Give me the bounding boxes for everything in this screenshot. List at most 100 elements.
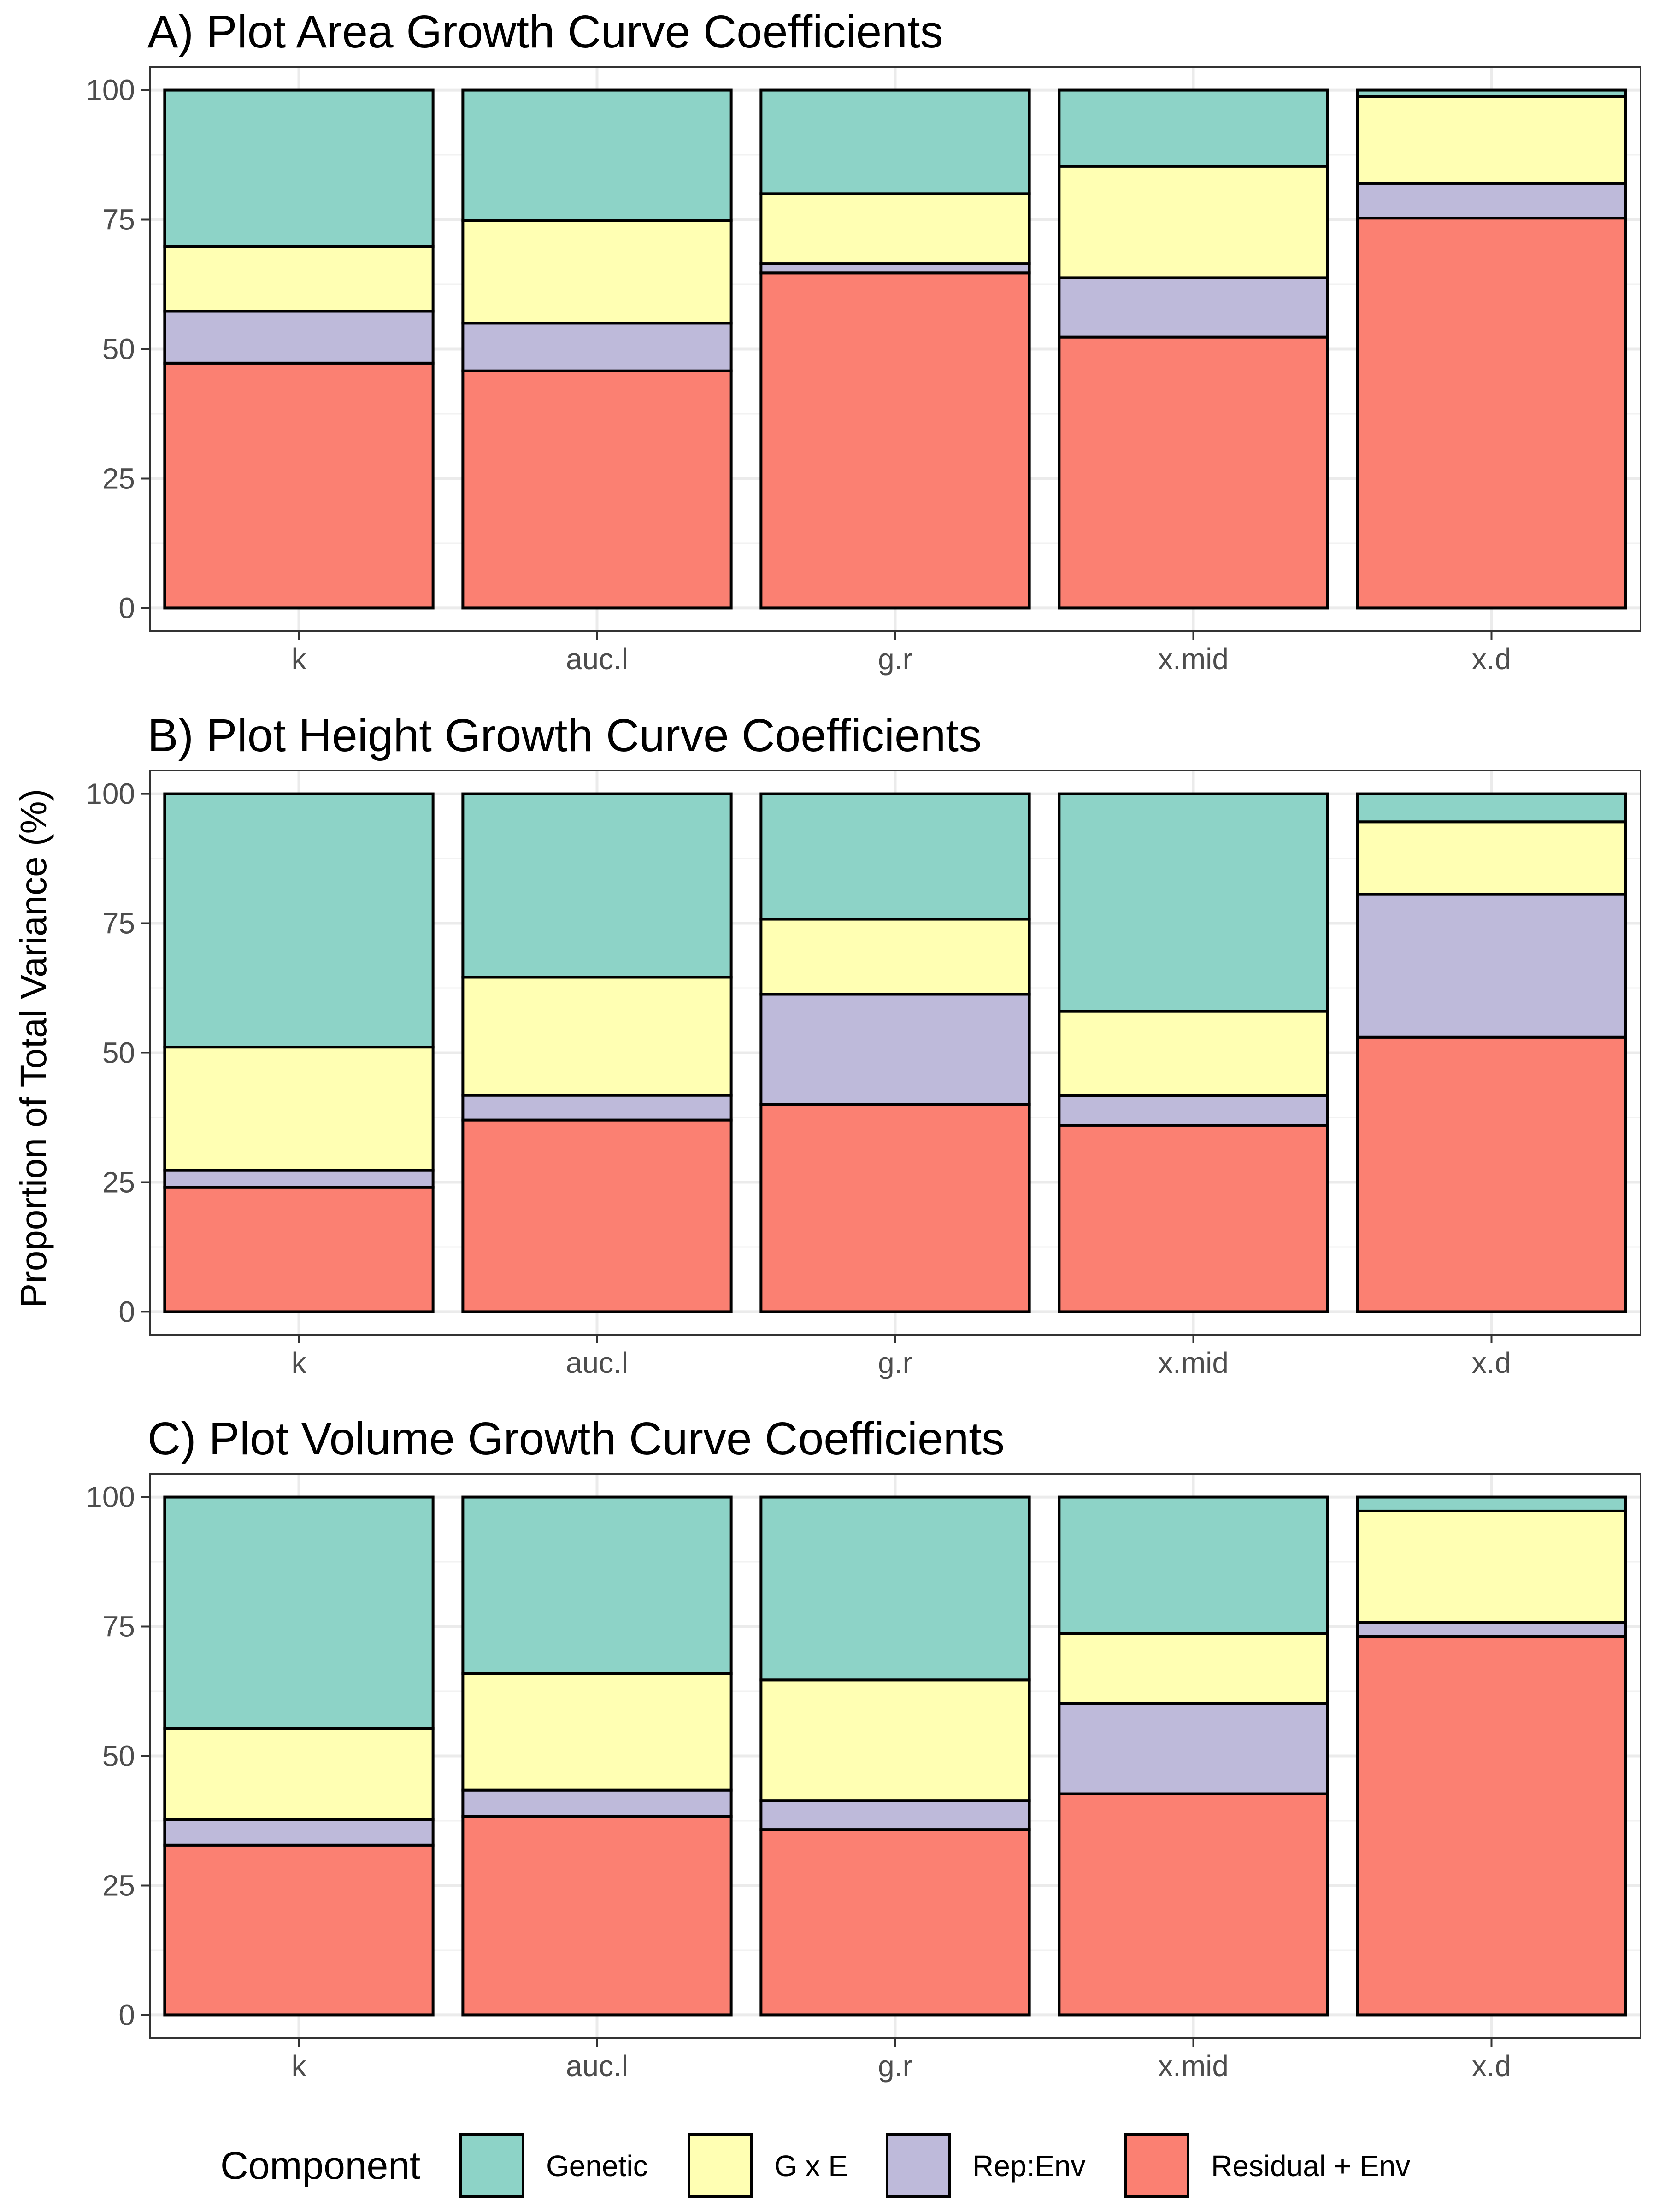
bar-segment-residual-env-g-r <box>759 1828 1031 2017</box>
bar-segment-residual-env-x-d <box>1356 1635 1627 2017</box>
chart-panels: A) Plot Area Growth Curve Coefficients 0 2… <box>86 6 1641 2083</box>
bar-segment-residual-env-auc-l <box>461 369 733 610</box>
bar-segment-genetic-x-d <box>1356 88 1627 98</box>
legend-label: G x E <box>774 2149 848 2183</box>
y-tick-label: 100 <box>86 1481 135 1514</box>
x-tick-label: g.r <box>878 1346 912 1379</box>
legend: Component Genetic G x E Rep:Env Residual + … <box>220 2133 1410 2198</box>
bar-segment-rep-env-auc-l <box>461 322 733 372</box>
x-tick-label: x.d <box>1472 642 1511 676</box>
panel-title: B) Plot Height Growth Curve Coefficients <box>147 710 982 761</box>
bar-segment-rep-env-x-mid <box>1058 1094 1329 1127</box>
bar-segment-g-x-e-auc-l <box>461 1672 733 1792</box>
bar-segment-g-x-e-g-r <box>759 918 1031 996</box>
x-tick-label: auc.l <box>566 642 628 676</box>
legend-label: Residual + Env <box>1211 2149 1410 2183</box>
bar-segment-g-x-e-x-mid <box>1058 165 1329 279</box>
x-tick-label: k <box>292 642 307 676</box>
bar-segment-residual-env-x-d <box>1356 1035 1627 1313</box>
bar-segment-genetic-auc-l <box>461 88 733 222</box>
bar-segment-rep-env-k <box>163 310 435 365</box>
y-tick-label: 25 <box>102 1869 135 1902</box>
bar-segment-g-x-e-k <box>163 1727 435 1821</box>
bar-segment-residual-env-auc-l <box>461 1118 733 1313</box>
y-axis-title: Proportion of Total Variance (%) <box>13 789 54 1308</box>
x-tick-label: x.d <box>1472 2049 1511 2083</box>
bar-segment-rep-env-x-d <box>1356 893 1627 1039</box>
x-tick-label: x.mid <box>1158 642 1229 676</box>
panel-title: A) Plot Area Growth Curve Coefficients <box>147 6 943 58</box>
chart-panel-1: A) Plot Area Growth Curve Coefficients 0 2… <box>86 6 1641 676</box>
bar-segment-rep-env-g-r <box>759 993 1031 1106</box>
bar-segment-residual-env-k <box>163 1186 435 1313</box>
bar-segment-genetic-x-d <box>1356 792 1627 824</box>
x-tick-label: x.d <box>1472 1346 1511 1379</box>
x-tick-label: k <box>292 1346 307 1379</box>
bar-segment-g-x-e-k <box>163 245 435 313</box>
bar-segment-genetic-g-r <box>759 792 1031 921</box>
bar-segment-g-x-e-g-r <box>759 192 1031 265</box>
bar-segment-genetic-auc-l <box>461 792 733 979</box>
y-tick-label: 75 <box>102 1610 135 1643</box>
bar-segment-rep-env-x-d <box>1356 1621 1627 1639</box>
x-tick-label: g.r <box>878 642 912 676</box>
bar-segment-residual-env-x-mid <box>1058 1792 1329 2017</box>
bar-segment-rep-env-k <box>163 1169 435 1189</box>
y-tick-label: 100 <box>86 777 135 811</box>
bar-segment-g-x-e-x-mid <box>1058 1632 1329 1705</box>
bar-segment-genetic-k <box>163 1495 435 1730</box>
legend-key-genetic <box>459 2133 524 2198</box>
x-tick-label: x.mid <box>1158 2049 1229 2083</box>
x-tick-label: auc.l <box>566 2049 628 2083</box>
y-tick-label: 0 <box>118 591 135 624</box>
panel-title: C) Plot Volume Growth Curve Coefficients <box>147 1413 1005 1465</box>
legend-label: Genetic <box>546 2149 648 2183</box>
bar-segment-g-x-e-x-d <box>1356 95 1627 185</box>
bar-segment-residual-env-auc-l <box>461 1815 733 2017</box>
bar-segment-genetic-x-mid <box>1058 88 1329 168</box>
y-tick-label: 50 <box>102 1740 135 1773</box>
bar-segment-g-x-e-auc-l <box>461 219 733 325</box>
bar-segment-genetic-x-mid <box>1058 792 1329 1013</box>
legend-key-g-x-e <box>688 2133 753 2198</box>
y-tick-label: 0 <box>118 1998 135 2031</box>
bar-segment-g-x-e-auc-l <box>461 976 733 1097</box>
bar-segment-g-x-e-x-d <box>1356 820 1627 896</box>
bar-segment-residual-env-k <box>163 1843 435 2017</box>
y-tick-label: 0 <box>118 1295 135 1328</box>
x-tick-label: g.r <box>878 2049 912 2083</box>
legend-items: Genetic G x E Rep:Env Residual + Env <box>459 2133 1410 2198</box>
x-tick-label: k <box>292 2049 307 2083</box>
y-tick-label: 25 <box>102 1165 135 1199</box>
bar-segment-residual-env-x-mid <box>1058 1124 1329 1313</box>
bar-segment-rep-env-auc-l <box>461 1094 733 1122</box>
x-tick-label: x.mid <box>1158 1346 1229 1379</box>
y-tick-label: 100 <box>86 74 135 107</box>
bar-segment-rep-env-g-r <box>759 1799 1031 1831</box>
bar-segment-g-x-e-x-mid <box>1058 1010 1329 1097</box>
legend-key-rep-env <box>886 2133 951 2198</box>
bar-segment-g-x-e-x-d <box>1356 1509 1627 1624</box>
bar-segment-genetic-x-d <box>1356 1495 1627 1512</box>
bar-segment-residual-env-k <box>163 361 435 610</box>
bar-segment-rep-env-x-mid <box>1058 276 1329 339</box>
bar-segment-g-x-e-g-r <box>759 1678 1031 1802</box>
bar-segment-g-x-e-k <box>163 1046 435 1172</box>
bar-segment-residual-env-g-r <box>759 271 1031 610</box>
legend-key-residual-env <box>1124 2133 1189 2198</box>
y-tick-label: 75 <box>102 203 135 236</box>
bar-segment-rep-env-x-d <box>1356 182 1627 220</box>
y-tick-label: 25 <box>102 462 135 495</box>
bar-segment-genetic-x-mid <box>1058 1495 1329 1635</box>
y-tick-label: 50 <box>102 333 135 366</box>
bar-segment-rep-env-x-mid <box>1058 1702 1329 1795</box>
bar-segment-genetic-auc-l <box>461 1495 733 1675</box>
bar-segment-genetic-k <box>163 792 435 1049</box>
bar-segment-rep-env-auc-l <box>461 1788 733 1818</box>
bar-segment-genetic-k <box>163 88 435 248</box>
legend-title: Component <box>220 2144 420 2187</box>
bar-segment-residual-env-x-mid <box>1058 335 1329 610</box>
bar-segment-residual-env-g-r <box>759 1103 1031 1313</box>
chart-panel-3: C) Plot Volume Growth Curve Coefficients… <box>86 1413 1641 2083</box>
